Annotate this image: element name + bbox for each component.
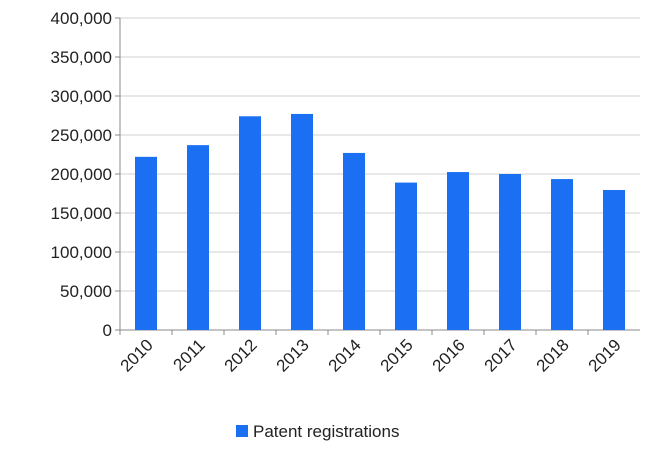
bar bbox=[239, 116, 261, 330]
x-tick-label: 2015 bbox=[377, 335, 417, 375]
y-tick-label: 200,000 bbox=[51, 165, 112, 184]
bar bbox=[447, 172, 469, 330]
x-tick-label: 2011 bbox=[170, 335, 209, 374]
bar bbox=[343, 152, 365, 330]
y-tick-label: 0 bbox=[103, 321, 112, 340]
bar bbox=[603, 189, 625, 330]
y-tick-label: 250,000 bbox=[51, 126, 112, 145]
x-tick-label: 2018 bbox=[533, 335, 573, 375]
bar bbox=[291, 113, 313, 330]
x-tick-label: 2016 bbox=[429, 335, 469, 375]
bar bbox=[135, 156, 157, 330]
bar bbox=[395, 182, 417, 330]
y-tick-label: 50,000 bbox=[60, 282, 112, 301]
y-tick-label: 300,000 bbox=[51, 87, 112, 106]
x-tick-label: 2017 bbox=[481, 335, 521, 375]
x-tick-label: 2012 bbox=[221, 335, 261, 375]
y-tick-label: 100,000 bbox=[51, 243, 112, 262]
bar bbox=[499, 174, 521, 330]
y-tick-label: 400,000 bbox=[51, 9, 112, 28]
legend-label: Patent registrations bbox=[253, 422, 399, 441]
y-tick-label: 350,000 bbox=[51, 48, 112, 67]
bar bbox=[551, 179, 573, 330]
legend-swatch bbox=[236, 425, 248, 437]
x-tick-label: 2010 bbox=[117, 335, 157, 375]
y-tick-label: 150,000 bbox=[51, 204, 112, 223]
x-tick-label: 2019 bbox=[585, 335, 625, 375]
x-tick-label: 2013 bbox=[273, 335, 313, 375]
bar bbox=[187, 145, 209, 330]
x-tick-label: 2014 bbox=[325, 335, 365, 375]
